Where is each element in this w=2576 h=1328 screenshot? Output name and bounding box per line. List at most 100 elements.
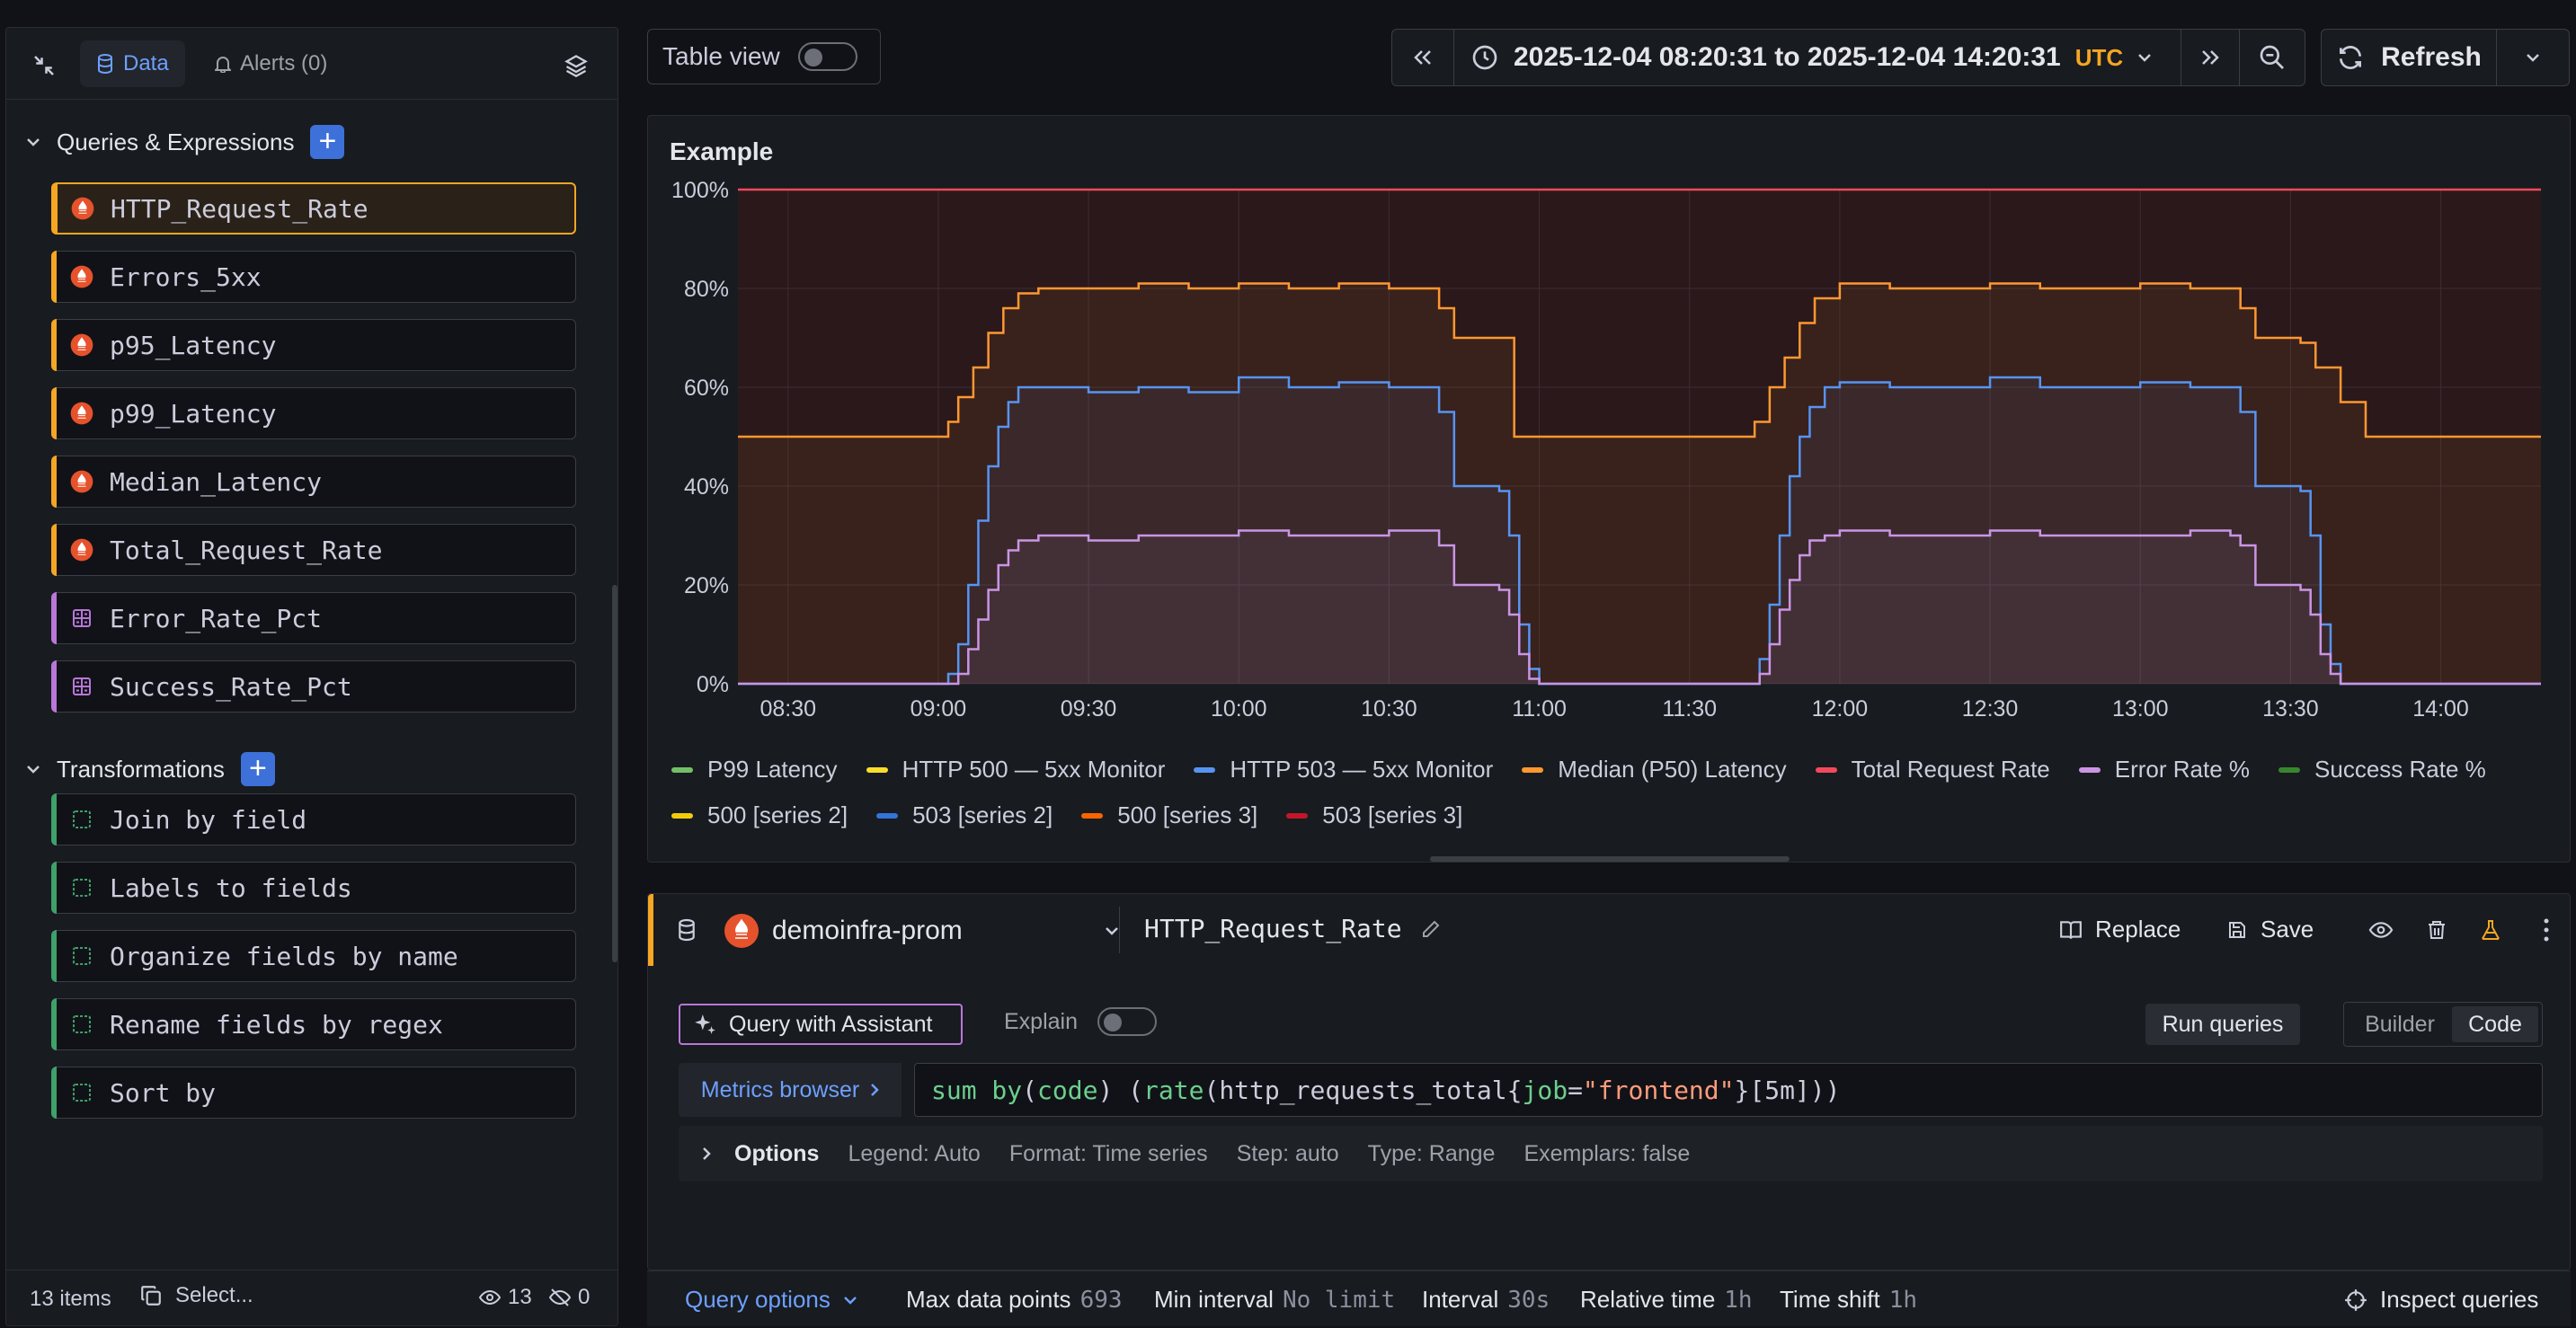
legend-item[interactable]: Total Request Rate xyxy=(1816,756,2050,784)
explain-toggle[interactable]: Explain xyxy=(1004,1007,1157,1036)
pencil-icon[interactable] xyxy=(1420,918,1442,940)
legend-item[interactable]: 500 [series 2] xyxy=(671,801,848,829)
legend-item[interactable]: Median (P50) Latency xyxy=(1522,756,1786,784)
time-forward-button[interactable] xyxy=(2181,29,2240,86)
flask-icon[interactable] xyxy=(2474,914,2507,946)
transform-icon xyxy=(71,809,93,830)
x-tick-label: 11:30 xyxy=(1662,696,1717,722)
x-tick-label: 09:00 xyxy=(910,696,967,722)
code-mode-button[interactable]: Code xyxy=(2452,1006,2538,1042)
add-query-button[interactable]: + xyxy=(310,125,344,159)
refresh-interval-dropdown[interactable] xyxy=(2496,29,2570,86)
sidebar-tabs: Data Alerts (0) xyxy=(6,28,617,100)
item-icon xyxy=(68,263,95,290)
replace-button[interactable]: Replace xyxy=(2059,916,2181,943)
legend-item[interactable]: P99 Latency xyxy=(671,756,838,784)
transform-icon xyxy=(71,877,93,899)
expr-token: job xyxy=(1522,1076,1568,1105)
divider xyxy=(1119,907,1120,953)
query-options-dropdown[interactable]: Query options xyxy=(685,1286,857,1314)
transformation-item[interactable]: Sort by xyxy=(51,1067,576,1119)
item-icon xyxy=(68,1011,95,1038)
sidebar-scrollbar[interactable] xyxy=(612,585,617,962)
query-expression-input[interactable]: sum by(code) (rate (http_requests_total{j… xyxy=(914,1063,2543,1117)
legend-item[interactable]: Error Rate % xyxy=(2079,756,2250,784)
calculator-icon xyxy=(71,676,93,697)
query-item[interactable]: HTTP_Request_Rate xyxy=(51,182,576,235)
tab-alerts[interactable]: Alerts (0) xyxy=(199,40,343,87)
expr-token: sum by xyxy=(931,1076,1022,1105)
datasource-picker[interactable]: demoinfra-prom xyxy=(724,910,1119,952)
query-item[interactable]: p95_Latency xyxy=(51,319,576,371)
save-button[interactable]: Save xyxy=(2226,916,2314,943)
table-view-switch[interactable] xyxy=(798,42,857,71)
explain-switch[interactable] xyxy=(1097,1007,1157,1036)
table-view-toggle[interactable]: Table view xyxy=(647,29,881,84)
item-color-bar xyxy=(52,183,58,234)
item-label: Rename fields by regex xyxy=(110,1010,443,1040)
query-with-assistant-button[interactable]: Query with Assistant xyxy=(679,1004,963,1045)
legend-swatch xyxy=(2278,767,2300,773)
legend-item[interactable]: HTTP 500 — 5xx Monitor xyxy=(866,756,1166,784)
item-icon xyxy=(68,400,95,427)
select-button[interactable]: Select... xyxy=(139,1283,253,1308)
query-item[interactable]: Median_Latency xyxy=(51,456,576,508)
collapse-icon[interactable] xyxy=(26,48,62,84)
run-queries-button[interactable]: Run queries xyxy=(2145,1004,2300,1045)
add-transformation-button[interactable]: + xyxy=(241,752,275,786)
more-vertical-icon[interactable] xyxy=(2530,914,2563,946)
transformations-section-header[interactable]: Transformations + xyxy=(26,752,275,786)
legend-swatch xyxy=(1081,813,1103,819)
transformation-item[interactable]: Rename fields by regex xyxy=(51,998,576,1050)
item-icon xyxy=(68,536,95,563)
legend-label: HTTP 503 — 5xx Monitor xyxy=(1230,756,1493,784)
item-label: Success_Rate_Pct xyxy=(110,672,352,702)
layers-icon[interactable] xyxy=(558,48,594,84)
query-item[interactable]: Success_Rate_Pct xyxy=(51,660,576,713)
time-back-button[interactable] xyxy=(1391,29,1454,86)
zoom-out-button[interactable] xyxy=(2239,29,2305,86)
queries-section-header[interactable]: Queries & Expressions + xyxy=(26,125,344,159)
query-item[interactable]: Total_Request_Rate xyxy=(51,524,576,576)
legend-item[interactable]: 500 [series 3] xyxy=(1081,801,1257,829)
x-tick-label: 09:30 xyxy=(1061,696,1117,722)
legend-label: 500 [series 2] xyxy=(707,801,848,829)
query-options-row[interactable]: Options Legend: Auto Format: Time series S… xyxy=(679,1126,2543,1182)
eye-icon[interactable] xyxy=(2365,914,2397,946)
item-icon xyxy=(68,673,95,700)
query-item[interactable]: Error_Rate_Pct xyxy=(51,592,576,644)
time-range-picker[interactable]: 2025-12-04 08:20:31 to 2025-12-04 14:20:… xyxy=(1453,29,2181,86)
panel-resize-handle[interactable] xyxy=(1430,856,1790,862)
max-data-points: Max data points 693 xyxy=(906,1286,1123,1314)
prometheus-icon xyxy=(70,402,93,425)
hidden-count[interactable]: 0 xyxy=(549,1285,590,1310)
chevron-right-icon xyxy=(870,1083,879,1097)
visible-count[interactable]: 13 xyxy=(479,1285,532,1310)
relative-time: Relative time 1h xyxy=(1580,1286,1753,1314)
builder-mode-button[interactable]: Builder xyxy=(2348,1012,2452,1038)
transformation-item[interactable]: Join by field xyxy=(51,793,576,845)
timeseries-chart[interactable]: 0% 20% 40% 60% 80% 100% 08:30 09:00 09:30 10:00 10… xyxy=(648,179,2572,790)
trash-icon[interactable] xyxy=(2421,914,2453,946)
transformation-item[interactable]: Labels to fields xyxy=(51,862,576,914)
legend-item[interactable]: Success Rate % xyxy=(2278,756,2486,784)
item-label: Total_Request_Rate xyxy=(110,536,382,565)
item-label: Error_Rate_Pct xyxy=(110,604,322,633)
refresh-button[interactable]: Refresh xyxy=(2321,29,2497,86)
tab-data[interactable]: Data xyxy=(80,40,185,87)
prometheus-icon xyxy=(70,470,93,493)
legend-item[interactable]: 503 [series 2] xyxy=(876,801,1053,829)
timezone-badge: UTC xyxy=(2075,44,2123,72)
query-item[interactable]: Errors_5xx xyxy=(51,251,576,303)
legend-item[interactable]: HTTP 503 — 5xx Monitor xyxy=(1194,756,1493,784)
metrics-browser-button[interactable]: Metrics browser xyxy=(679,1063,902,1117)
chevron-down-icon xyxy=(26,137,40,146)
query-name[interactable]: HTTP_Request_Rate xyxy=(1144,914,1442,943)
option-summary-item: Type: Range xyxy=(1368,1141,1496,1167)
legend-item[interactable]: 503 [series 3] xyxy=(1286,801,1462,829)
zoom-out-icon xyxy=(2258,43,2287,72)
query-item[interactable]: p99_Latency xyxy=(51,387,576,439)
legend-label: 503 [series 2] xyxy=(912,801,1053,829)
transformation-item[interactable]: Organize fields by name xyxy=(51,930,576,982)
inspect-queries-button[interactable]: Inspect queries xyxy=(2344,1286,2538,1314)
